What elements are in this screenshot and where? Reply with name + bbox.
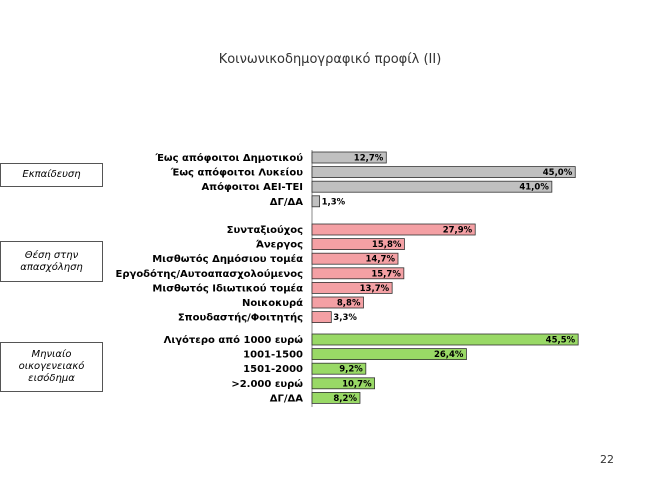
category-label: Απόφοιτοι ΑΕΙ-ΤΕΙ bbox=[201, 181, 303, 193]
bar bbox=[311, 296, 364, 309]
data-label: 15,7% bbox=[371, 269, 401, 279]
category-label: >2.000 ευρώ bbox=[231, 378, 303, 390]
bar bbox=[311, 252, 399, 265]
data-label: 1,3% bbox=[322, 197, 346, 207]
group-label-income: Μηνιαίο οικογενειακό εισόδημα bbox=[0, 342, 103, 392]
data-label: 15,8% bbox=[372, 240, 402, 250]
page-title: Κοινωνικοδημογραφικό προφίλ (II) bbox=[218, 52, 442, 67]
data-label: 9,2% bbox=[339, 365, 363, 375]
data-label: 26,4% bbox=[434, 350, 464, 360]
category-label: 1501-2000 bbox=[243, 364, 303, 375]
data-label: 14,7% bbox=[365, 255, 395, 265]
bar bbox=[311, 238, 405, 251]
category-label: Σπουδαστής/Φοιτητής bbox=[178, 312, 303, 324]
bar bbox=[311, 151, 387, 164]
data-label: 8,8% bbox=[337, 299, 361, 309]
data-label: 41,0% bbox=[519, 183, 549, 193]
category-label: Μισθωτός Δημόσιου τομέα bbox=[152, 253, 303, 265]
bar bbox=[311, 180, 553, 193]
category-label: Μισθωτός Ιδιωτικού τομέα bbox=[152, 282, 303, 294]
bar bbox=[311, 391, 361, 404]
bar bbox=[311, 377, 375, 390]
category-label: Συνταξιούχος bbox=[227, 224, 303, 236]
data-label: 45,0% bbox=[543, 168, 573, 178]
data-label: 12,7% bbox=[354, 154, 384, 164]
data-label: 8,2% bbox=[333, 394, 357, 404]
category-label: 1001-1500 bbox=[243, 350, 303, 361]
category-label: Λιγότερο από 1000 ευρώ bbox=[164, 334, 304, 346]
category-label: ΔΓ/ΔΑ bbox=[270, 393, 304, 404]
category-label: Εργοδότης/Αυτοαπασχολούμενος bbox=[116, 268, 304, 280]
category-label: Έως απόφοιτοι Λυκείου bbox=[170, 167, 303, 179]
bar bbox=[311, 348, 467, 361]
data-label: 13,7% bbox=[360, 284, 390, 294]
bar bbox=[311, 333, 579, 346]
bar bbox=[311, 223, 476, 236]
category-label: Νοικοκυρά bbox=[242, 297, 303, 309]
data-label: 10,7% bbox=[342, 379, 372, 389]
data-label: 27,9% bbox=[443, 226, 473, 236]
bar bbox=[311, 281, 393, 294]
bar bbox=[311, 267, 405, 280]
group-label-employment: Θέση στην απασχόληση bbox=[0, 241, 103, 282]
data-label: 45,5% bbox=[546, 336, 576, 346]
category-label: Έως απόφοιτοι Δημοτικού bbox=[154, 152, 303, 164]
category-label: ΔΓ/ΔΑ bbox=[270, 197, 304, 208]
bar bbox=[311, 195, 321, 208]
category-label: Άνεργος bbox=[256, 239, 303, 251]
bar bbox=[311, 166, 576, 179]
group-label-education: Εκπαίδευση bbox=[0, 163, 103, 187]
bar bbox=[311, 362, 367, 375]
bar bbox=[311, 311, 332, 324]
page-number: 22 bbox=[600, 453, 614, 466]
data-label: 3,3% bbox=[333, 313, 357, 323]
